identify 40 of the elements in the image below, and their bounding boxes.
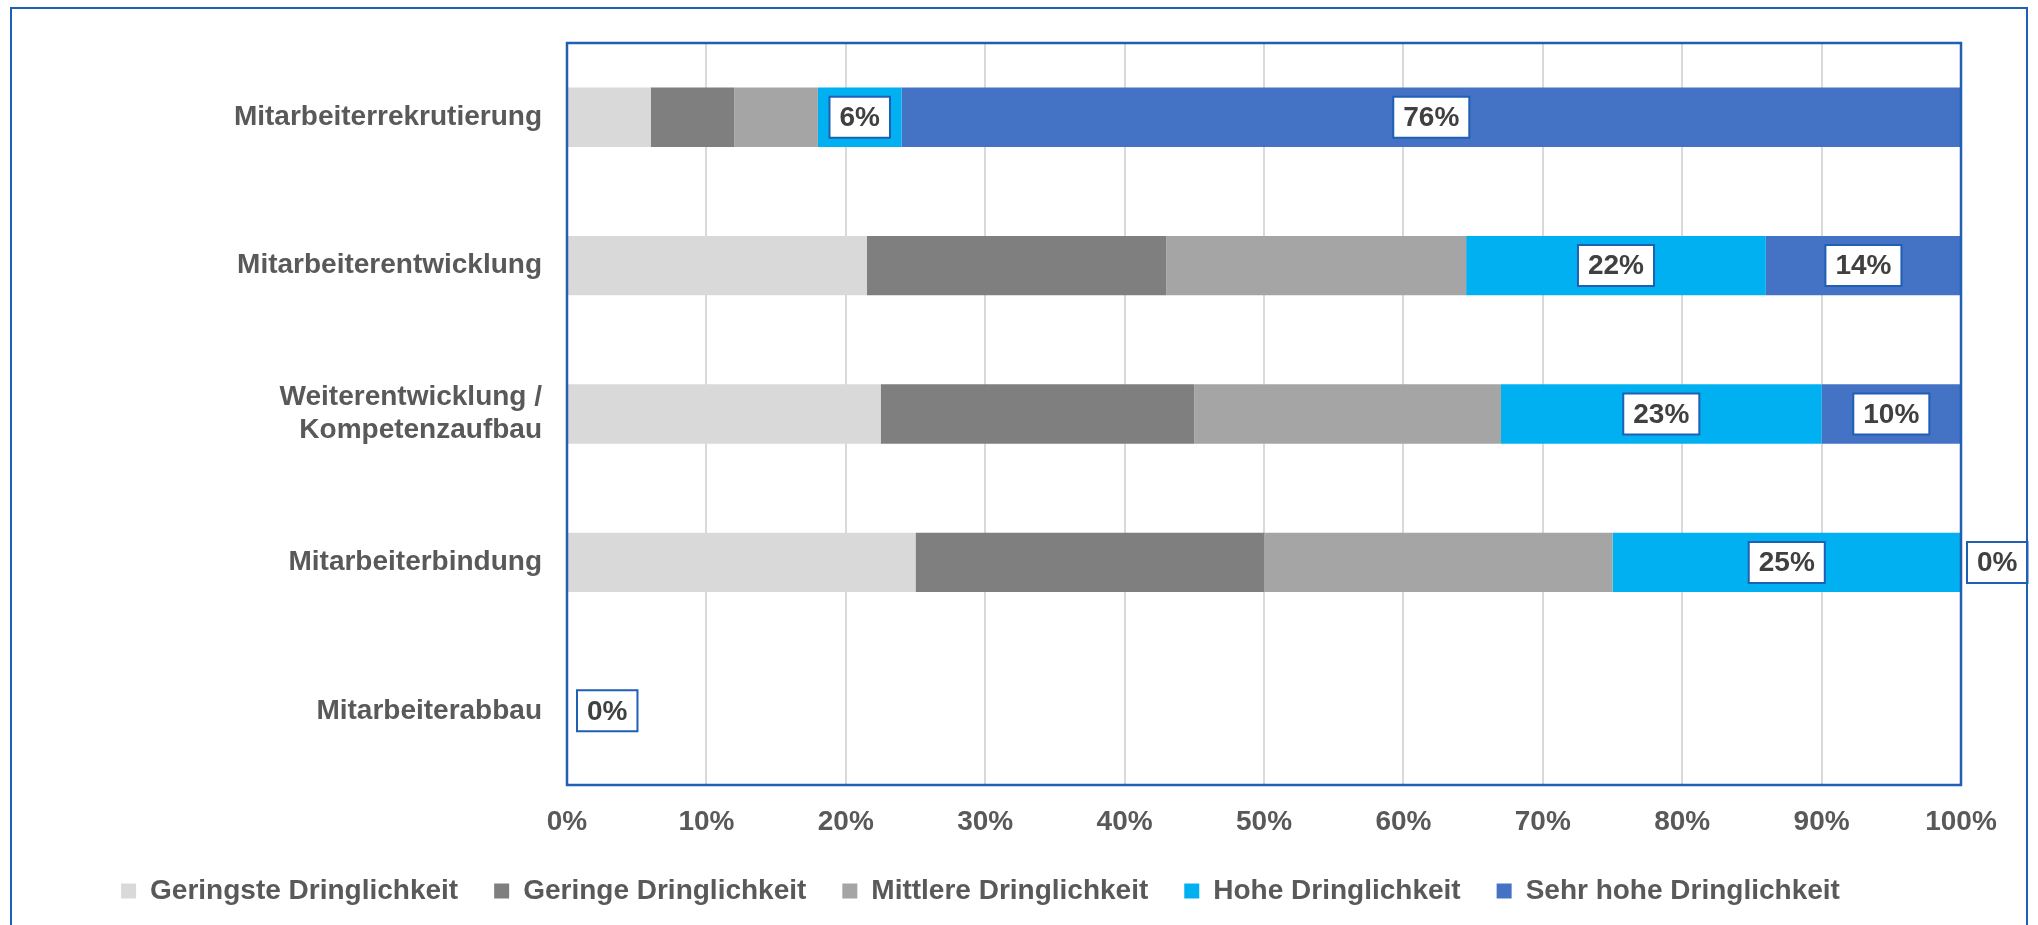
- y-tick-label: Mitarbeiterrekrutierung: [233, 99, 542, 131]
- legend-label: Hohe Dringlichkeit: [1213, 873, 1461, 905]
- bar: [734, 87, 818, 147]
- legend-label: Mittlere Dringlichkeit: [871, 873, 1149, 905]
- data-label: 22%: [1587, 249, 1645, 281]
- x-tick-label: 90%: [1793, 804, 1850, 836]
- bar: [915, 532, 1264, 593]
- x-tick-label: 100%: [1925, 804, 1997, 836]
- legend-label: Geringste Dringlichkeit: [150, 873, 459, 905]
- data-label: 25%: [1758, 546, 1815, 578]
- bar: [866, 235, 1167, 296]
- bar: [901, 87, 1961, 147]
- bar: [1264, 532, 1613, 593]
- data-label: 0%: [587, 694, 628, 726]
- bar: [1194, 384, 1501, 444]
- x-tick-label: 40%: [1096, 804, 1153, 836]
- bar: [880, 384, 1195, 444]
- x-tick-label: 80%: [1654, 804, 1711, 836]
- bar: [1166, 235, 1467, 296]
- legend-label: Geringe Dringlichkeit: [523, 873, 807, 905]
- x-tick-label: 60%: [1375, 804, 1432, 836]
- bar: [568, 87, 651, 147]
- y-tick-label: Weiterentwicklung / Kompetenzaufbau: [279, 380, 543, 444]
- data-label: 6%: [839, 100, 881, 132]
- y-tick-label: Mitarbeiterbindung: [288, 545, 542, 577]
- x-tick-label: 30%: [957, 804, 1014, 836]
- y-tick-label: Mitarbeiterentwicklung: [237, 248, 542, 280]
- legend-label: Sehr hohe Dringlichkeit: [1525, 873, 1840, 905]
- x-tick-label: 0%: [546, 804, 588, 836]
- x-tick-label: 10%: [678, 804, 735, 836]
- y-tick-label: Mitarbeiterabbau: [316, 693, 542, 725]
- data-label: 14%: [1835, 249, 1892, 281]
- x-tick-label: 20%: [817, 804, 874, 836]
- bar: [650, 87, 735, 147]
- data-label: 23%: [1633, 397, 1690, 429]
- x-tick-label: 70%: [1514, 804, 1571, 836]
- data-label: 0%: [1977, 546, 2018, 578]
- x-tick-label: 50%: [1235, 804, 1293, 836]
- data-label: 10%: [1863, 397, 1920, 429]
- data-label: 76%: [1403, 100, 1460, 132]
